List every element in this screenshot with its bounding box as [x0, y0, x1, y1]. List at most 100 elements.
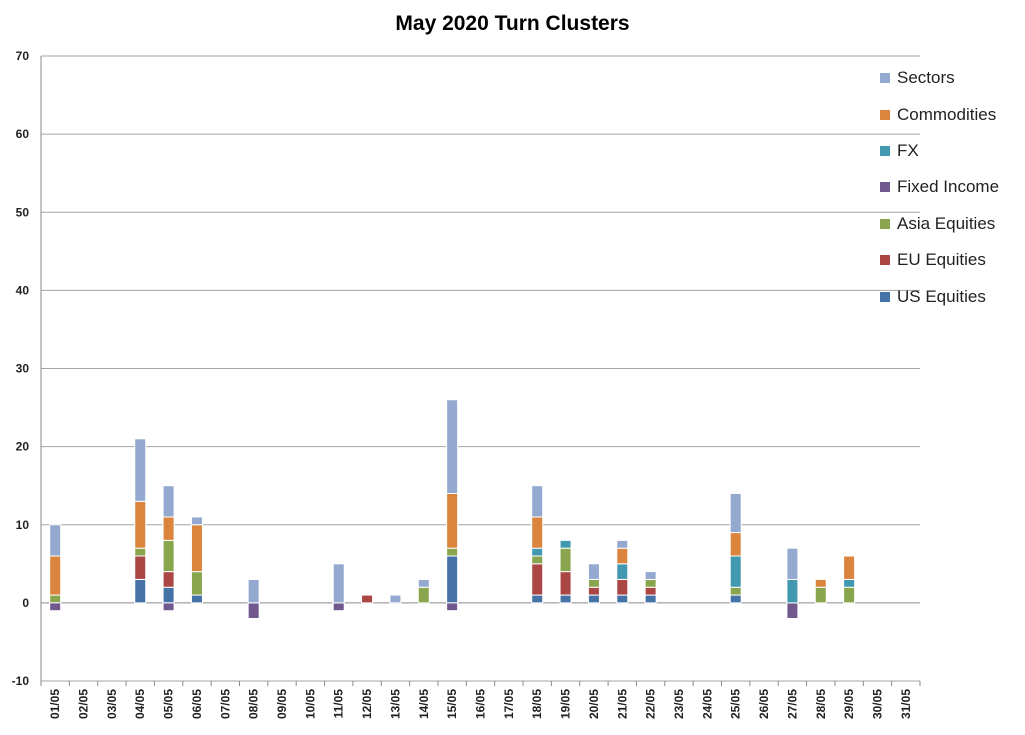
bar-segment	[644, 594, 657, 604]
legend-swatch	[880, 291, 890, 302]
bar-segment	[247, 578, 260, 604]
bar-segment	[616, 539, 629, 549]
bar-segment	[786, 602, 799, 619]
y-tick-label: -10	[12, 674, 30, 688]
bar-segment	[786, 578, 799, 604]
legend-item: Commodities	[880, 96, 999, 132]
legend-label: Asia Equities	[897, 213, 996, 233]
legend-item: EU Equities	[880, 242, 999, 278]
bar-segment	[729, 555, 742, 588]
legend-swatch	[880, 255, 890, 266]
bar-segment	[786, 547, 799, 580]
x-tick-label: 03/05	[105, 689, 119, 719]
bar-segment	[134, 547, 147, 557]
legend-swatch	[880, 145, 890, 156]
x-tick-label: 27/05	[785, 689, 799, 719]
legend-item: US Equities	[880, 278, 999, 314]
bar-segment	[332, 602, 345, 612]
x-tick-label: 08/05	[247, 689, 261, 719]
bar-segment	[49, 524, 62, 557]
y-tick-label: 30	[16, 362, 30, 376]
legend-item: Sectors	[880, 60, 999, 96]
y-tick-label: 10	[16, 518, 30, 532]
bar-segment	[559, 547, 572, 573]
bar-segment	[616, 547, 629, 565]
x-tick-label: 30/05	[870, 689, 884, 719]
legend-label: Commodities	[897, 104, 997, 124]
bar-segment	[446, 399, 459, 494]
bar-segment	[417, 586, 430, 604]
legend-label: Sectors	[897, 68, 955, 88]
bar-segment	[531, 594, 544, 604]
bar-segment	[389, 594, 402, 604]
x-tick-label: 04/05	[133, 689, 147, 719]
x-tick-label: 18/05	[530, 689, 544, 719]
bar-segment	[644, 586, 657, 596]
x-tick-label: 09/05	[275, 689, 289, 719]
bar-segment	[843, 555, 856, 580]
x-tick-label: 20/05	[587, 689, 601, 719]
legend-swatch	[880, 109, 890, 120]
x-tick-label: 23/05	[672, 689, 686, 719]
legend-label: US Equities	[897, 286, 986, 306]
x-tick-label: 11/05	[332, 689, 346, 719]
bar-segment	[361, 594, 374, 604]
bar-segment	[162, 539, 175, 573]
bar-segment	[587, 578, 600, 588]
bar-segment	[190, 516, 203, 526]
bar-segment	[729, 594, 742, 604]
x-tick-label: 12/05	[360, 689, 374, 719]
x-tick-label: 01/05	[48, 689, 62, 719]
bar-segment	[814, 586, 827, 604]
bar-segment	[162, 516, 175, 541]
bar-segment	[162, 586, 175, 604]
legend-swatch	[880, 73, 890, 84]
y-tick-label: 40	[16, 283, 30, 297]
bar-segment	[531, 516, 544, 549]
bar-segment	[190, 594, 203, 604]
bar-segment	[190, 571, 203, 596]
x-tick-label: 26/05	[757, 689, 771, 719]
bar-segment	[49, 555, 62, 596]
bar-segment	[446, 493, 459, 549]
bar-segment	[814, 578, 827, 588]
bar-segment	[616, 594, 629, 604]
y-tick-label: 60	[16, 127, 30, 141]
x-tick-label: 28/05	[814, 689, 828, 719]
legend-swatch	[880, 182, 890, 193]
x-tick-label: 10/05	[303, 689, 317, 719]
legend-swatch	[880, 218, 890, 229]
bar-segment	[134, 555, 147, 580]
bar-segment	[616, 578, 629, 596]
bar-segment	[843, 578, 856, 588]
x-tick-label: 17/05	[502, 689, 516, 719]
bar-segment	[843, 586, 856, 604]
chart-title: May 2020 Turn Clusters	[395, 12, 630, 35]
x-tick-label: 22/05	[644, 689, 658, 719]
bar-segment	[134, 578, 147, 604]
chart-legend: Sectors Commodities FX Fixed Income Asia Equ…	[880, 60, 999, 315]
x-tick-label: 14/05	[417, 689, 431, 719]
x-tick-label: 06/05	[190, 689, 204, 719]
x-tick-label: 05/05	[162, 689, 176, 719]
bar-segment	[134, 500, 147, 549]
legend-label: Fixed Income	[897, 177, 1000, 197]
bar-segment	[162, 571, 175, 588]
bar-segment	[190, 524, 203, 573]
bar-segment	[729, 586, 742, 596]
x-tick-label: 13/05	[388, 689, 402, 719]
legend-label: FX	[897, 140, 919, 160]
bar-segment	[559, 571, 572, 596]
bar-segment	[559, 594, 572, 604]
legend-item: FX	[880, 133, 999, 169]
x-tick-label: 15/05	[445, 689, 459, 719]
bar-segment	[446, 602, 459, 612]
bar-segment	[247, 602, 260, 619]
legend-item: Fixed Income	[880, 169, 999, 205]
bar-segment	[531, 563, 544, 596]
x-tick-label: 31/05	[899, 689, 913, 719]
y-tick-label: 20	[16, 440, 30, 454]
x-tick-label: 19/05	[559, 689, 573, 719]
bar-segment	[587, 594, 600, 604]
